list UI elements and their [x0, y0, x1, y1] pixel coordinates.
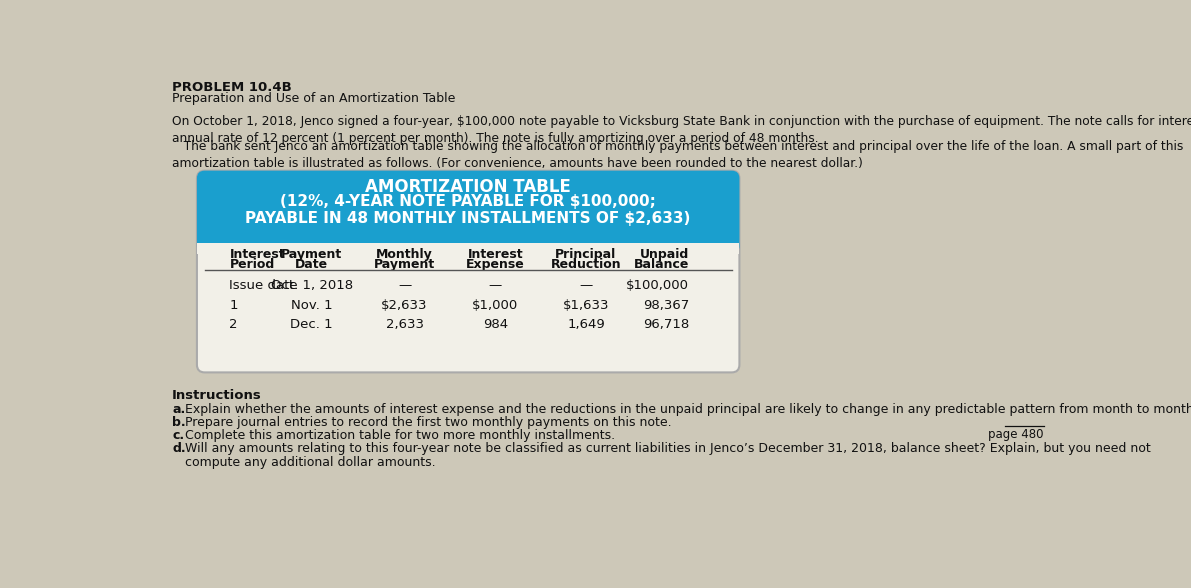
- Text: 1: 1: [230, 299, 238, 312]
- Text: PROBLEM 10.4B: PROBLEM 10.4B: [173, 81, 292, 94]
- Text: Prepare journal entries to record the first two monthly payments on this note.: Prepare journal entries to record the fi…: [185, 416, 672, 429]
- Text: $1,633: $1,633: [562, 299, 610, 312]
- Text: —: —: [398, 279, 411, 292]
- Text: d.: d.: [173, 442, 186, 456]
- Text: Date: Date: [295, 258, 329, 270]
- Text: Monthly: Monthly: [376, 248, 434, 260]
- Text: $2,633: $2,633: [381, 299, 428, 312]
- Text: Period: Period: [230, 258, 275, 270]
- Text: Dec. 1: Dec. 1: [291, 318, 333, 330]
- Text: AMORTIZATION TABLE: AMORTIZATION TABLE: [366, 178, 572, 196]
- Text: $100,000: $100,000: [626, 279, 690, 292]
- Text: —: —: [579, 279, 593, 292]
- Text: Payment: Payment: [281, 248, 342, 260]
- Text: Complete this amortization table for two more monthly installments.: Complete this amortization table for two…: [185, 429, 615, 442]
- Text: a.: a.: [173, 403, 186, 416]
- Text: 2,633: 2,633: [386, 318, 424, 330]
- Text: Will any amounts relating to this four-year note be classified as current liabil: Will any amounts relating to this four-y…: [185, 442, 1151, 456]
- Text: Balance: Balance: [634, 258, 690, 270]
- Text: Expense: Expense: [466, 258, 525, 270]
- Text: —: —: [488, 279, 501, 292]
- Text: Explain whether the amounts of interest expense and the reductions in the unpaid: Explain whether the amounts of interest …: [185, 403, 1191, 416]
- Text: Reduction: Reduction: [550, 258, 622, 270]
- Text: Oct. 1, 2018: Oct. 1, 2018: [270, 279, 353, 292]
- Text: 96,718: 96,718: [643, 318, 690, 330]
- Text: Interest: Interest: [230, 248, 285, 260]
- Text: page 480: page 480: [989, 428, 1045, 441]
- Text: Interest: Interest: [468, 248, 523, 260]
- FancyBboxPatch shape: [197, 171, 740, 254]
- Text: On October 1, 2018, Jenco signed a four-year, $100,000 note payable to Vicksburg: On October 1, 2018, Jenco signed a four-…: [173, 115, 1191, 145]
- Text: Principal: Principal: [555, 248, 617, 260]
- Text: Nov. 1: Nov. 1: [291, 299, 332, 312]
- Text: PAYABLE IN 48 MONTHLY INSTALLMENTS OF $2,633): PAYABLE IN 48 MONTHLY INSTALLMENTS OF $2…: [245, 211, 691, 226]
- Text: 1,649: 1,649: [567, 318, 605, 330]
- Text: b.: b.: [173, 416, 186, 429]
- Bar: [197, 243, 740, 254]
- Text: (12%, 4-YEAR NOTE PAYABLE FOR $100,000;: (12%, 4-YEAR NOTE PAYABLE FOR $100,000;: [280, 194, 656, 209]
- Text: Preparation and Use of an Amortization Table: Preparation and Use of an Amortization T…: [173, 92, 455, 105]
- Text: Payment: Payment: [374, 258, 435, 270]
- Text: $1,000: $1,000: [472, 299, 518, 312]
- Text: compute any additional dollar amounts.: compute any additional dollar amounts.: [185, 456, 435, 469]
- Text: 98,367: 98,367: [643, 299, 690, 312]
- Text: The bank sent Jenco an amortization table showing the allocation of monthly paym: The bank sent Jenco an amortization tabl…: [173, 140, 1184, 170]
- Text: Issue date: Issue date: [230, 279, 298, 292]
- Text: 984: 984: [482, 318, 507, 330]
- FancyBboxPatch shape: [197, 171, 740, 372]
- Text: Instructions: Instructions: [173, 389, 262, 402]
- Text: 2: 2: [230, 318, 238, 330]
- Text: Unpaid: Unpaid: [640, 248, 690, 260]
- Text: c.: c.: [173, 429, 185, 442]
